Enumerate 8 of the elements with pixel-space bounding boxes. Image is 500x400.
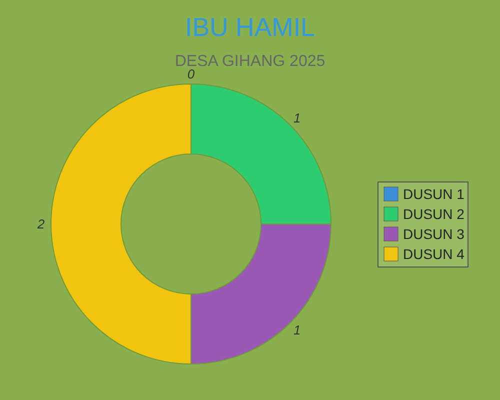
legend-label: DUSUN 2	[403, 206, 465, 222]
legend-label: DUSUN 3	[403, 226, 465, 242]
legend-label: DUSUN 4	[403, 246, 465, 262]
legend-label: DUSUN 1	[403, 186, 465, 202]
chart-title: IBU HAMIL	[184, 12, 316, 42]
data-label: 1	[293, 322, 301, 338]
data-label: 1	[293, 110, 301, 126]
data-label: 2	[36, 216, 46, 232]
